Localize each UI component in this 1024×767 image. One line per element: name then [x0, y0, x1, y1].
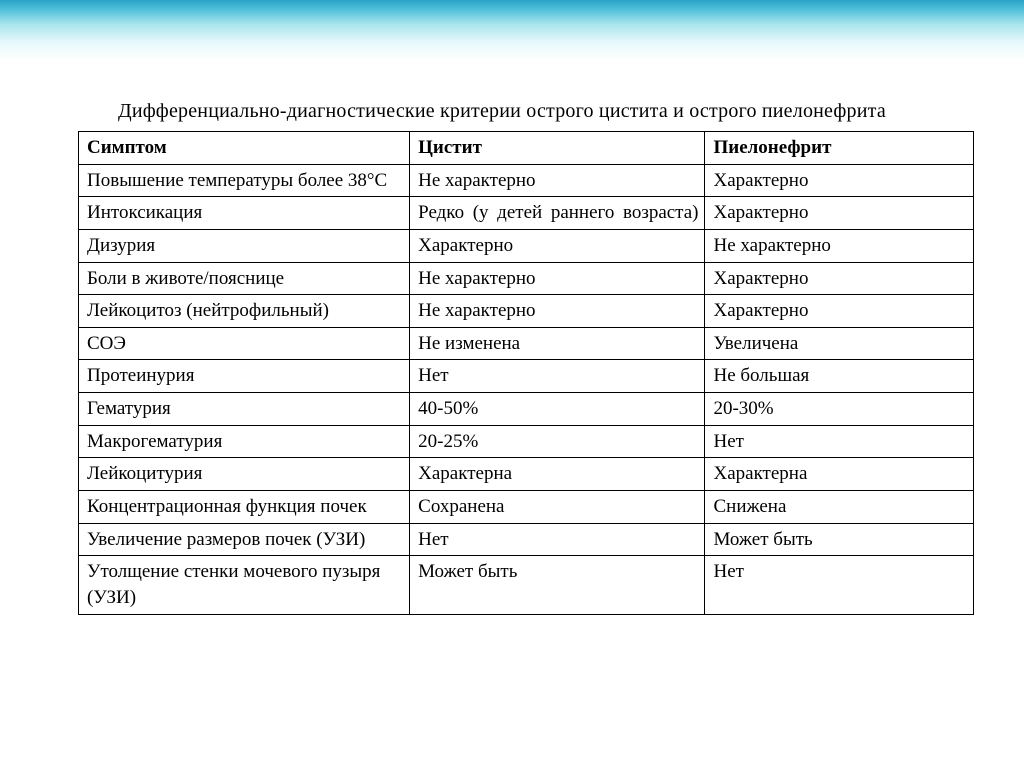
cell-cystitis: Редко (у детей раннего возраста)	[410, 197, 705, 230]
cell-pyelonephritis: Характерно	[705, 197, 974, 230]
cell-pyelonephritis: Увеличена	[705, 327, 974, 360]
cell-cystitis: Не характерно	[410, 262, 705, 295]
cell-symptom: Боли в животе/пояснице	[79, 262, 410, 295]
cell-pyelonephritis: Нет	[705, 425, 974, 458]
table-header-row: Симптом Цистит Пиелонефрит	[79, 132, 974, 165]
table-row: Дизурия Характерно Не характерно	[79, 229, 974, 262]
cell-symptom: Увеличение размеров почек (УЗИ)	[79, 523, 410, 556]
cell-cystitis: Нет	[410, 523, 705, 556]
slide-content: Дифференциально-диагностические критерии…	[0, 60, 1024, 615]
cell-cystitis: Не изменена	[410, 327, 705, 360]
table-row: Интоксикация Редко (у детей раннего возр…	[79, 197, 974, 230]
slide-title: Дифференциально-диагностические критерии…	[78, 100, 974, 123]
cell-pyelonephritis: Характерно	[705, 295, 974, 328]
cell-pyelonephritis: Характерно	[705, 262, 974, 295]
cell-symptom: Макрогематурия	[79, 425, 410, 458]
diagnostic-table: Симптом Цистит Пиелонефрит Повышение тем…	[78, 131, 974, 615]
table-row: Лейкоцитоз (нейтрофильный) Не характерно…	[79, 295, 974, 328]
table-row: Увеличение размеров почек (УЗИ) Нет Може…	[79, 523, 974, 556]
cell-symptom: Интоксикация	[79, 197, 410, 230]
table-row: Повышение температуры более 38°С Не хара…	[79, 164, 974, 197]
cell-pyelonephritis: Снижена	[705, 491, 974, 524]
col-header-cystitis: Цистит	[410, 132, 705, 165]
table-row: Макрогематурия 20-25% Нет	[79, 425, 974, 458]
cell-pyelonephritis: 20-30%	[705, 393, 974, 426]
cell-cystitis: Характерно	[410, 229, 705, 262]
cell-pyelonephritis: Характерна	[705, 458, 974, 491]
cell-pyelonephritis: Нет	[705, 556, 974, 614]
table-row: Протеинурия Нет Не большая	[79, 360, 974, 393]
cell-cystitis: 20-25%	[410, 425, 705, 458]
cell-symptom: Повышение температуры более 38°С	[79, 164, 410, 197]
cell-cystitis: 40-50%	[410, 393, 705, 426]
cell-symptom: Гематурия	[79, 393, 410, 426]
cell-pyelonephritis: Не большая	[705, 360, 974, 393]
cell-cystitis: Сохранена	[410, 491, 705, 524]
cell-symptom: Лейкоцитурия	[79, 458, 410, 491]
cell-cystitis: Нет	[410, 360, 705, 393]
table-row: Утолщение стенки мочевого пузыря (УЗИ) М…	[79, 556, 974, 614]
table-body: Повышение температуры более 38°С Не хара…	[79, 164, 974, 614]
cell-symptom: Концентрационная функция почек	[79, 491, 410, 524]
table-row: Гематурия 40-50% 20-30%	[79, 393, 974, 426]
header-gradient	[0, 0, 1024, 60]
cell-symptom: Протеинурия	[79, 360, 410, 393]
cell-symptom: Лейкоцитоз (нейтрофильный)	[79, 295, 410, 328]
cell-pyelonephritis: Не характерно	[705, 229, 974, 262]
table-row: Концентрационная функция почек Сохранена…	[79, 491, 974, 524]
table-row: Лейкоцитурия Характерна Характерна	[79, 458, 974, 491]
cell-pyelonephritis: Характерно	[705, 164, 974, 197]
col-header-pyelonephritis: Пиелонефрит	[705, 132, 974, 165]
col-header-symptom: Симптом	[79, 132, 410, 165]
cell-symptom: Дизурия	[79, 229, 410, 262]
cell-cystitis: Характерна	[410, 458, 705, 491]
cell-symptom: Утолщение стенки мочевого пузыря (УЗИ)	[79, 556, 410, 614]
cell-cystitis: Не характерно	[410, 164, 705, 197]
cell-cystitis: Может быть	[410, 556, 705, 614]
table-row: Боли в животе/пояснице Не характерно Хар…	[79, 262, 974, 295]
cell-symptom: СОЭ	[79, 327, 410, 360]
table-row: СОЭ Не изменена Увеличена	[79, 327, 974, 360]
cell-cystitis: Не характерно	[410, 295, 705, 328]
cell-pyelonephritis: Может быть	[705, 523, 974, 556]
